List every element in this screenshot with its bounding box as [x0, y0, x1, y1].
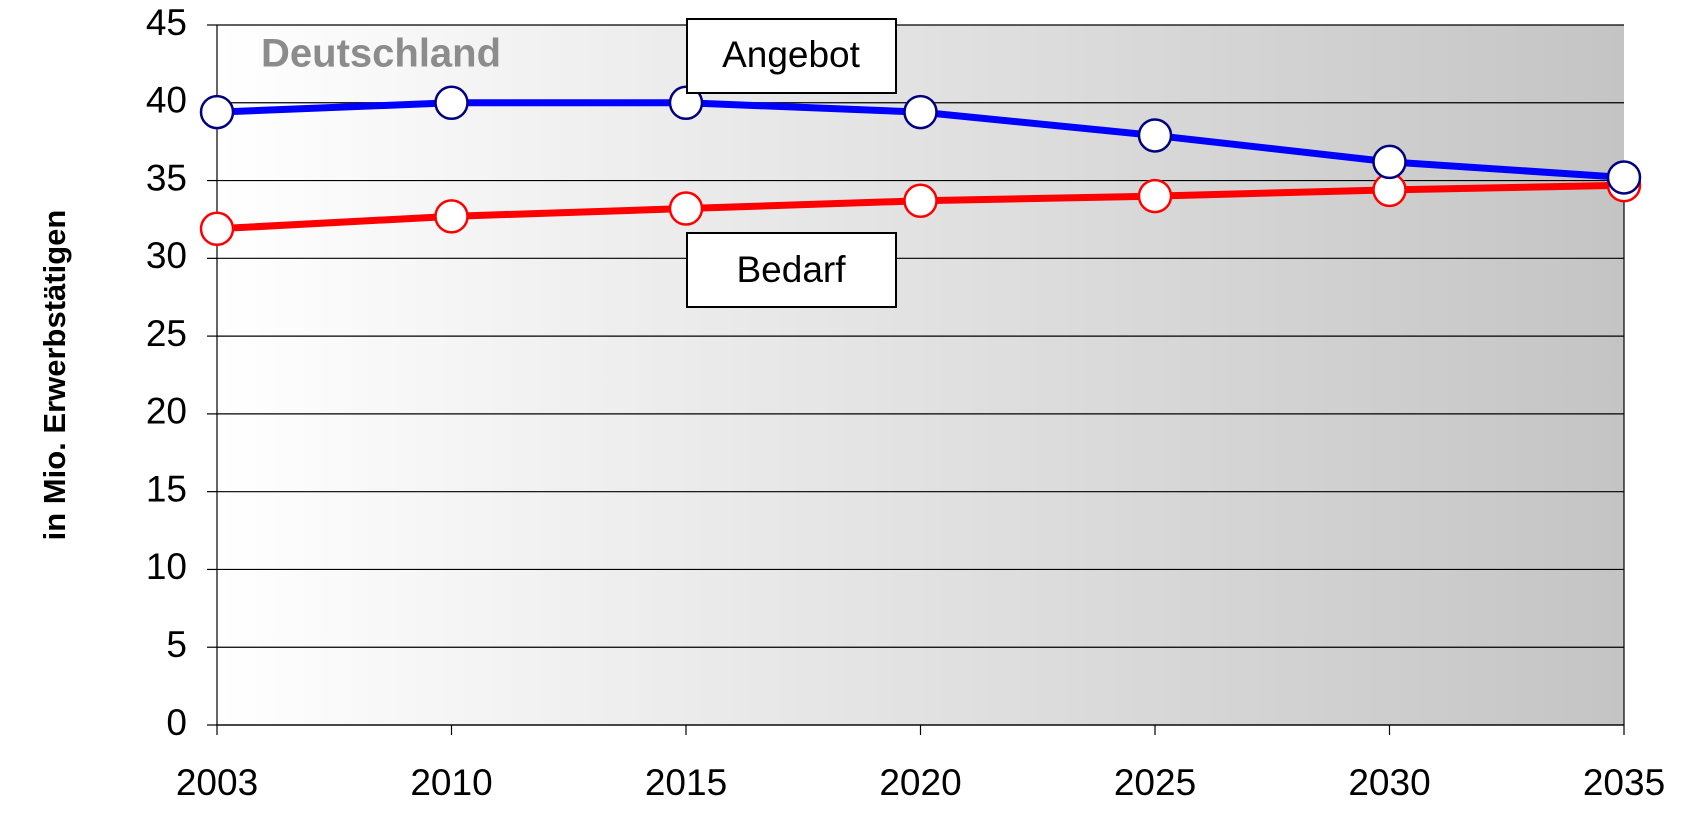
y-tick-label: 45: [146, 2, 187, 43]
y-tick-label: 40: [146, 80, 187, 121]
marker: [903, 94, 938, 130]
series: [199, 85, 1642, 247]
annotation: Angebot: [722, 34, 861, 75]
label-box: [686, 18, 897, 94]
marker: [199, 211, 235, 247]
annotation: Bedarf: [736, 249, 846, 290]
y-tick-label: 10: [146, 546, 187, 587]
marker: [434, 199, 469, 234]
marker: [668, 191, 704, 226]
y-tick-label: 0: [166, 702, 187, 743]
annotation: Deutschland: [261, 32, 501, 76]
x-tick-label: 2003: [176, 762, 258, 803]
marker: [1372, 144, 1407, 180]
x-tick-label: 2035: [1583, 762, 1665, 803]
y-tick-label: 20: [146, 391, 187, 432]
y-axis-label: in Mio. Erwerbstätigen: [37, 210, 72, 541]
y-tick-label: 30: [146, 235, 187, 276]
marker: [434, 85, 469, 121]
y-tick-label: 15: [146, 468, 187, 509]
y-tick-label: 5: [166, 624, 187, 665]
y-tick-label: 35: [146, 157, 187, 198]
marker: [199, 94, 235, 130]
x-tick-label: 2010: [410, 762, 492, 803]
x-tick-label: 2025: [1114, 762, 1196, 803]
label-box: [686, 232, 897, 308]
x-tick-label: 2030: [1348, 762, 1430, 803]
x-tick-label: 2015: [645, 762, 727, 803]
marker: [1137, 118, 1173, 153]
marker: [1137, 178, 1173, 214]
marker: [903, 183, 938, 219]
plot-area: [217, 25, 1624, 725]
x-tick-label: 2020: [879, 762, 961, 803]
marker: [1606, 160, 1642, 195]
y-tick-label: 25: [146, 313, 187, 354]
